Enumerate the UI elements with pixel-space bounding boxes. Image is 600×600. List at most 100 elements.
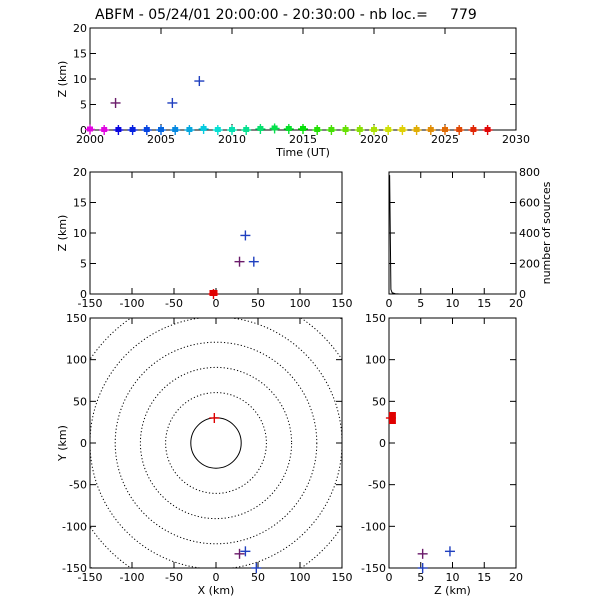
time-height-ground-point — [340, 125, 351, 135]
time-height-ytick-label: 20 — [73, 22, 87, 35]
height-y-ytick-label: 50 — [372, 395, 386, 408]
plan-view-frame — [89, 317, 343, 569]
x-height-frame — [89, 171, 343, 295]
height-y-point — [417, 548, 428, 559]
time-height-ground-point — [454, 125, 465, 135]
plan-view-point — [234, 548, 245, 559]
height-histogram-ytick-label: 800 — [519, 166, 540, 179]
time-height-ytick-label: 10 — [73, 73, 87, 86]
plan-view-range-ring — [190, 417, 242, 469]
plan-view-xtick-label: 0 — [213, 571, 220, 584]
x-height-point — [248, 256, 259, 267]
time-height-ground-point — [227, 125, 237, 135]
x-height-point — [240, 230, 251, 241]
time-height-elevated-point — [194, 76, 205, 87]
plan-view-ytick-label: 50 — [73, 395, 87, 408]
x-height-xtick-label: 100 — [290, 297, 311, 310]
plan-view-rings — [90, 318, 342, 568]
height-y-xtick-label: 20 — [509, 571, 523, 584]
time-height-ground-point — [113, 125, 124, 135]
plan-view-xlabel: X (km) — [198, 584, 235, 597]
plan-view-range-ring — [90, 318, 342, 568]
time-height-ground-point — [99, 125, 110, 135]
plan-view-range-ring — [90, 318, 342, 568]
plan-view-point — [209, 413, 220, 423]
plan-view-xtick-label: 50 — [251, 571, 265, 584]
plan-view-xtick-label: 150 — [332, 571, 353, 584]
time-height-ground-point — [198, 123, 209, 134]
time-height-ground-point — [156, 125, 166, 135]
time-height-ground-point — [127, 125, 138, 135]
time-height-ground-point — [354, 125, 365, 135]
x-height-point — [208, 289, 219, 299]
plan-view-ytick-label: 0 — [80, 437, 87, 450]
height-y-frame — [388, 317, 517, 569]
plan-view-xtick-label: 100 — [290, 571, 311, 584]
time-height-xlabel: Time (UT) — [275, 146, 330, 159]
time-height-ground-point — [283, 123, 294, 134]
time-height-elevated-point — [110, 97, 121, 108]
height-y-ytick-label: -100 — [361, 520, 386, 533]
x-height-ylabel: Z (km) — [56, 215, 69, 252]
plan-view-ylabel: Y (km) — [56, 425, 69, 462]
time-height-ground-point — [468, 125, 479, 135]
height-y-ytick-label: 150 — [365, 312, 386, 325]
time-height-ytick-label: 0 — [80, 124, 87, 137]
height-y-ytick-label: 0 — [379, 437, 386, 450]
plan-view-range-ring — [165, 392, 267, 494]
plan-view-point — [240, 546, 251, 557]
height-histogram-xtick-label: 15 — [477, 297, 491, 310]
time-height-xtick-label: 2015 — [289, 133, 317, 146]
x-height-ytick-label: 0 — [80, 288, 87, 301]
time-height-ground-point — [85, 124, 95, 135]
height-y-point — [417, 563, 428, 573]
height-y-xlabel: Z (km) — [434, 584, 471, 597]
height-y-point — [444, 546, 455, 557]
height-histogram-xtick-label: 10 — [446, 297, 460, 310]
time-height-xtick-label: 2030 — [502, 133, 530, 146]
x-height-point — [234, 256, 245, 267]
plan-view-ytick-label: 100 — [66, 354, 87, 367]
plan-view-xtick-label: -150 — [78, 571, 103, 584]
height-histogram-xtick-label: 5 — [417, 297, 424, 310]
height-histogram-ylabel: number of sources — [540, 181, 553, 284]
time-height-xtick-label: 2020 — [360, 133, 388, 146]
plan-view-range-ring — [114, 341, 318, 545]
time-height-ytick-label: 5 — [80, 99, 87, 112]
height-histogram-ytick-label: 600 — [519, 197, 540, 210]
plan-view-point — [251, 563, 262, 573]
time-height-ground-point — [212, 125, 223, 135]
height-histogram-xtick-label: 20 — [509, 297, 523, 310]
time-height-ground-point — [312, 125, 323, 135]
plan-view-range-ring — [90, 318, 342, 568]
x-height-xtick-label: -100 — [120, 297, 145, 310]
time-height-ground-point — [411, 125, 422, 135]
height-histogram-ytick-label: 0 — [519, 288, 526, 301]
time-height-xtick-label: 2010 — [218, 133, 246, 146]
height-histogram-ytick-label: 200 — [519, 258, 540, 271]
plan-view-xtick-label: -100 — [120, 571, 145, 584]
height-histogram-line — [389, 175, 517, 295]
x-height-ytick-label: 10 — [73, 227, 87, 240]
time-height-ground-point — [184, 125, 195, 135]
plan-view-ytick-label: -50 — [69, 479, 87, 492]
x-height-ytick-label: 20 — [73, 166, 87, 179]
height-histogram-frame — [388, 171, 517, 295]
time-height-ytick-label: 15 — [73, 48, 87, 61]
x-height-ytick-label: 5 — [80, 258, 87, 271]
time-height-ground-point — [269, 123, 280, 134]
height-y-point — [385, 413, 396, 423]
x-height-xtick-label: 0 — [213, 297, 220, 310]
time-height-xtick-label: 2005 — [147, 133, 175, 146]
figure-title: ABFM - 05/24/01 20:00:00 - 20:30:00 - nb… — [95, 7, 477, 23]
time-height-ground-point — [440, 125, 450, 135]
time-height-ground-point — [397, 125, 408, 135]
time-height-ground-point — [298, 123, 308, 134]
x-height-ytick-label: 15 — [73, 197, 87, 210]
x-height-xtick-label: -150 — [78, 297, 103, 310]
plan-view-ytick-label: 150 — [66, 312, 87, 325]
time-height-ground-point — [255, 123, 266, 134]
time-height-ylabel: Z (km) — [56, 61, 69, 98]
plan-view-ytick-label: -100 — [62, 520, 87, 533]
